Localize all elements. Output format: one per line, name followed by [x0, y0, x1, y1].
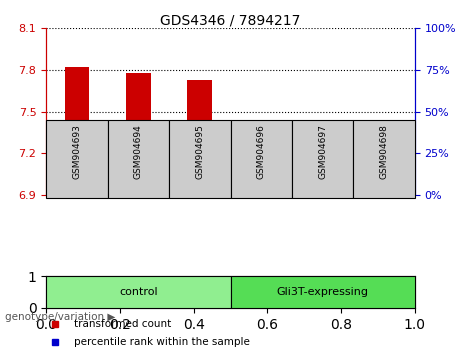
Bar	[354, 120, 415, 198]
Bar	[107, 120, 169, 198]
Bar	[126, 73, 151, 195]
Bar	[249, 121, 273, 195]
Text: Gli3T-expressing: Gli3T-expressing	[277, 287, 369, 297]
Text: GSM904693: GSM904693	[72, 124, 81, 179]
Text: GSM904698: GSM904698	[380, 124, 389, 179]
Text: GSM904695: GSM904695	[195, 124, 204, 179]
Text: genotype/variation ▶: genotype/variation ▶	[5, 312, 115, 322]
Bar	[46, 120, 107, 198]
Bar	[310, 159, 335, 195]
Text: GSM904696: GSM904696	[257, 124, 266, 179]
Bar	[188, 80, 212, 195]
Bar	[292, 120, 354, 198]
Bar	[65, 67, 89, 195]
Bar	[372, 192, 396, 195]
Title: GDS4346 / 7894217: GDS4346 / 7894217	[160, 13, 301, 27]
Bar	[169, 120, 230, 198]
Text: GSM904694: GSM904694	[134, 124, 143, 179]
Text: percentile rank within the sample: percentile rank within the sample	[74, 337, 250, 348]
Text: control: control	[119, 287, 158, 297]
Bar	[46, 276, 230, 308]
Bar	[230, 276, 415, 308]
Bar	[230, 120, 292, 198]
Text: transformed count: transformed count	[74, 319, 171, 329]
Text: GSM904697: GSM904697	[318, 124, 327, 179]
